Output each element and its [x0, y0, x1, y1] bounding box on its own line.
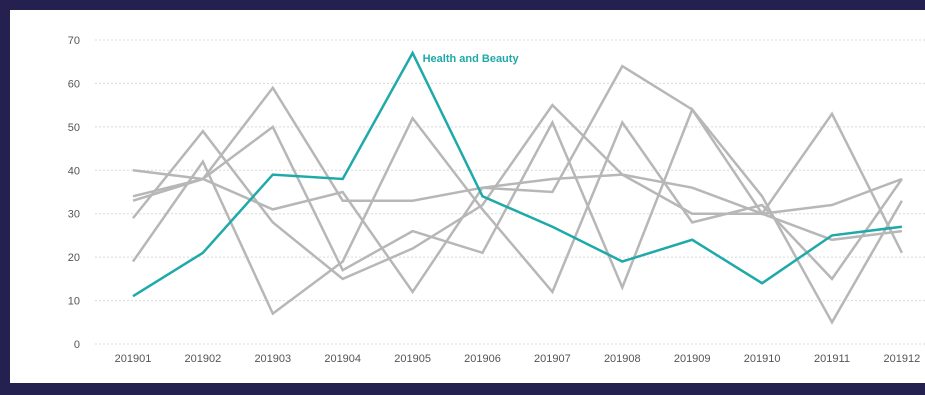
series-line-2 — [132, 103, 903, 281]
x-tick-label: 201912 — [884, 353, 921, 365]
series-line-1 — [132, 107, 903, 325]
x-tick-label: 201910 — [744, 353, 781, 365]
x-tick-label: 201906 — [464, 353, 501, 365]
y-tick-label: 70 — [68, 35, 80, 47]
x-tick-label: 201907 — [534, 353, 571, 365]
series-line-4 — [131, 115, 903, 316]
line-chart: 0 10 20 30 40 50 60 70 201901 201902 201903 201904… — [68, 35, 925, 365]
x-tick-label: 201908 — [604, 353, 641, 365]
y-tick-label: 0 — [74, 339, 80, 351]
y-axis-ticks: 0 10 20 30 40 50 60 70 — [68, 35, 80, 351]
x-tick-label: 201911 — [814, 353, 850, 365]
y-tick-label: 20 — [68, 252, 80, 264]
series-line-5 — [132, 85, 903, 242]
y-tick-label: 50 — [68, 122, 80, 134]
y-tick-label: 60 — [68, 78, 80, 90]
x-tick-label: 201904 — [324, 353, 361, 365]
x-tick-label: 201902 — [185, 353, 222, 365]
x-tick-label: 201901 — [115, 353, 152, 365]
chart-panel: 0 10 20 30 40 50 60 70 201901 201902 201903 201904… — [10, 10, 925, 383]
series-line-3 — [132, 64, 904, 295]
series-annotation-label: Health and Beauty — [423, 53, 520, 65]
x-tick-label: 201903 — [254, 353, 291, 365]
series-line-highlight — [132, 50, 903, 298]
x-tick-label: 201909 — [674, 353, 711, 365]
annotations: Health and Beauty — [423, 53, 520, 65]
y-tick-label: 40 — [68, 165, 80, 177]
x-tick-label: 201905 — [394, 353, 431, 365]
y-tick-label: 10 — [68, 296, 80, 308]
gridlines — [95, 39, 925, 345]
series-lines — [131, 50, 904, 325]
y-tick-label: 30 — [68, 209, 80, 221]
x-axis-ticks: 201901 201902 201903 201904 201905 201906 2019… — [115, 353, 921, 365]
